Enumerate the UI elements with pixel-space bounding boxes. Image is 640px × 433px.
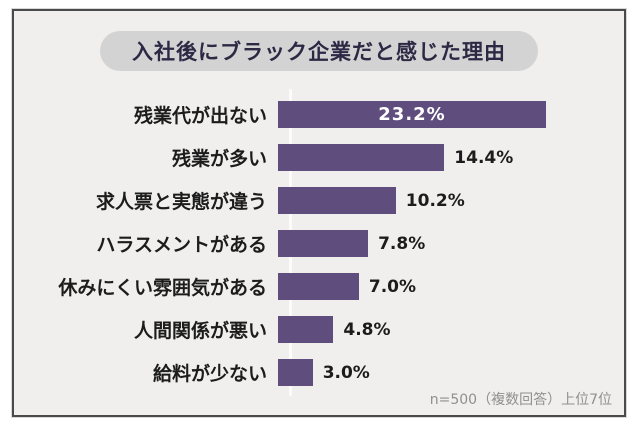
bar-area: 3.0% xyxy=(278,359,624,386)
bar-row: 給料が少ない 3.0% xyxy=(14,351,624,394)
bar-chart: 残業代が出ない 23.2% 残業が多い 14.4% 求人票と実態が違う 10.2… xyxy=(14,89,624,396)
category-label: 求人票と実態が違う xyxy=(95,191,267,213)
chart-title: 入社後にブラック企業だと感じた理由 xyxy=(132,40,506,64)
bar-area: 23.2% xyxy=(278,101,624,128)
bar-row: 残業代が出ない 23.2% xyxy=(14,93,624,136)
bar-area: 7.8% xyxy=(278,230,624,257)
bar xyxy=(278,273,359,300)
bar xyxy=(278,144,445,171)
bar-row: ハラスメントがある 7.8% xyxy=(14,222,624,265)
bar-area: 14.4% xyxy=(278,144,624,171)
bar-area: 7.0% xyxy=(278,273,624,300)
bar-area: 4.8% xyxy=(278,316,624,343)
bar xyxy=(278,359,313,386)
bar xyxy=(278,230,369,257)
value-label: 7.8% xyxy=(378,233,426,254)
bar xyxy=(278,316,334,343)
category-label: ハラスメントがある xyxy=(96,234,267,256)
bar xyxy=(278,187,396,214)
category-label: 休みにくい雰囲気がある xyxy=(58,277,267,299)
value-label: 4.8% xyxy=(343,319,391,340)
bar-row: 人間関係が悪い 4.8% xyxy=(14,308,624,351)
value-label: 10.2% xyxy=(405,190,465,211)
category-label: 給料が少ない xyxy=(152,363,267,385)
chart-title-pill: 入社後にブラック企業だと感じた理由 xyxy=(100,31,538,71)
category-label: 残業代が出ない xyxy=(133,105,267,127)
bar-row: 休みにくい雰囲気がある 7.0% xyxy=(14,265,624,308)
value-label: 23.2% xyxy=(378,104,446,125)
chart-panel: 入社後にブラック企業だと感じた理由 残業代が出ない 23.2% 残業が多い 14… xyxy=(12,9,626,417)
bar: 23.2% xyxy=(278,101,546,128)
bar-row: 残業が多い 14.4% xyxy=(14,136,624,179)
category-label: 残業が多い xyxy=(171,148,267,170)
sample-size-note: n=500（複数回答）上位7位 xyxy=(429,392,612,408)
value-label: 3.0% xyxy=(322,362,370,383)
bar-row: 求人票と実態が違う 10.2% xyxy=(14,179,624,222)
bar-area: 10.2% xyxy=(278,187,624,214)
value-label: 14.4% xyxy=(454,147,514,168)
value-label: 7.0% xyxy=(368,276,417,297)
category-label: 人間関係が悪い xyxy=(133,320,267,342)
